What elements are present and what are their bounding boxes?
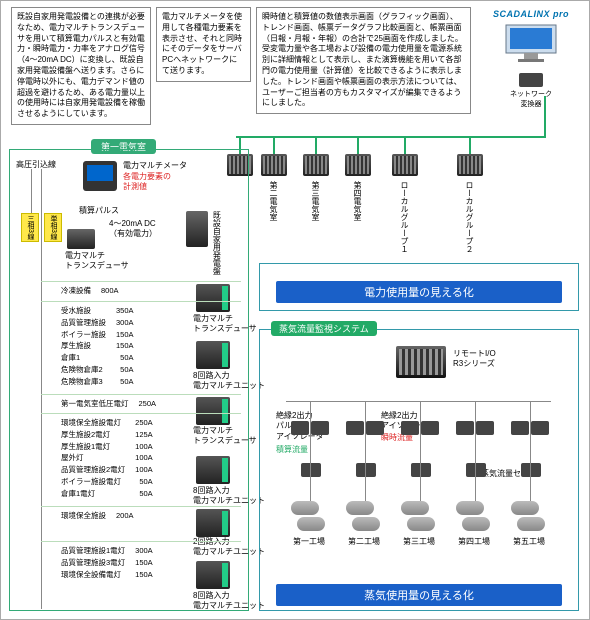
rack-icon xyxy=(303,154,329,176)
rack-icon xyxy=(392,154,418,176)
power-meter-icon xyxy=(83,161,117,191)
isolator-icon xyxy=(366,421,384,435)
bus-drop xyxy=(357,136,359,154)
multiunit-icon xyxy=(196,456,230,484)
factory-label: 第三工場 xyxy=(403,536,435,547)
rack-label-4: ローカルグループ１ xyxy=(399,181,410,253)
multiunit-icon xyxy=(196,561,230,589)
topbox-1: 既設自家用発電設備との連携が必要なため、電力マルチトランスデューサを用いて積算電… xyxy=(11,7,151,125)
circuit-row: 冷凍設備800A xyxy=(59,284,121,298)
accum-flow-label: 積算流量 xyxy=(276,445,308,455)
phase-label-2: 単相3線 xyxy=(44,213,62,242)
multiunit-label: 8回路入力 電力マルチユニット xyxy=(193,371,265,392)
wire xyxy=(365,401,366,501)
remote-io-label: リモートI/O R3シリーズ xyxy=(453,349,496,370)
tank-icon xyxy=(401,501,429,515)
factory-label: 第一工場 xyxy=(293,536,325,547)
multitrans-label: 電力マルチ トランスデューサ xyxy=(193,314,257,335)
multiunit-icon xyxy=(196,341,230,369)
rack-icon xyxy=(261,154,287,176)
factory-label: 第五工場 xyxy=(513,536,545,547)
remote-io-icon xyxy=(396,346,446,378)
circuit-table-g5: 品質管理施設1電灯300A品質管理施設3電灯150A環境保全設備電灯150A xyxy=(59,544,155,581)
scada-label: SCADALINX pro xyxy=(481,9,581,19)
steam-bus xyxy=(286,401,551,402)
net-converter-label: ネットワーク 変換器 xyxy=(481,89,581,109)
transducer-label: 電力マルチ トランスデューサ xyxy=(65,251,129,272)
topbox-2: 電力マルチメータを使用して各種電力要素を表示させ、それと同時にそのデータをサーバ… xyxy=(156,7,251,82)
multiunit-label: 8回路入力 電力マルチユニット xyxy=(193,591,265,612)
monitor-icon xyxy=(504,23,558,63)
multiunit-label: 8回路入力 電力マルチユニット xyxy=(193,486,265,507)
rack-label-3: 第四電気室 xyxy=(352,181,363,221)
flow-sensor-icon xyxy=(411,463,431,477)
tank-icon xyxy=(291,501,319,515)
flow-sensor-icon xyxy=(356,463,376,477)
bus-uplink xyxy=(544,96,546,136)
tank-icon xyxy=(456,501,484,515)
isolator-icon xyxy=(511,421,529,435)
net-converter-icon xyxy=(519,73,543,87)
rack-label-1: 第二電気室 xyxy=(268,181,279,221)
circuit-table-g3: 環境保全施設電灯250A厚生施設2電灯125A厚生施設1電灯100A屋外灯100… xyxy=(59,416,155,500)
tank-icon xyxy=(346,501,374,515)
bus-drop xyxy=(469,136,471,154)
power-bluebar: 電力使用量の見える化 xyxy=(276,281,562,303)
isolator-icon xyxy=(311,421,329,435)
meter-sub: 各電力要素の 計測値 xyxy=(123,172,171,193)
multitrans-label: 電力マルチ トランスデューサ xyxy=(193,426,257,447)
genset-panel-icon xyxy=(186,211,208,247)
topbox-3: 瞬時値と積算値の数値表示画面（グラフィック画面）、トレンド画面、帳票データグラフ… xyxy=(256,7,471,114)
rack-label-5: ローカルグループ２ xyxy=(464,181,475,253)
bus-drop xyxy=(273,136,275,154)
circuit-table-g1: 受水施設350A品質管理施設300Aボイラー施設150A厚生施設150A倉庫15… xyxy=(59,304,136,388)
network-bus xyxy=(236,136,546,138)
circuit-row: 環境保全施設200A xyxy=(59,509,136,523)
tank-icon xyxy=(462,517,490,531)
scada-area: SCADALINX pro ネットワーク 変換器 xyxy=(481,9,581,109)
flow-sensor-icon xyxy=(301,463,321,477)
wire xyxy=(41,169,42,609)
flow-sensor-icon xyxy=(521,463,541,477)
isolator-icon xyxy=(476,421,494,435)
tank-icon xyxy=(352,517,380,531)
tank-icon xyxy=(407,517,435,531)
rack-label-2: 第三電気室 xyxy=(310,181,321,221)
isolator-icon xyxy=(421,421,439,435)
pulse-label: 積算パルス xyxy=(79,206,119,216)
tank-icon xyxy=(511,501,539,515)
meter-label: 電力マルチメータ xyxy=(123,161,187,171)
rack-icon xyxy=(457,154,483,176)
signal-label: 4〜20mA DC （有効電力） xyxy=(109,219,157,240)
bus-drop xyxy=(315,136,317,154)
tank-icon xyxy=(517,517,545,531)
tank-icon xyxy=(297,517,325,531)
isolator-icon xyxy=(531,421,549,435)
isolator-icon xyxy=(291,421,309,435)
flow-sensor-icon xyxy=(466,463,486,477)
steam-header: 蒸気流量監視システム xyxy=(271,321,377,336)
circuit-row: 第一電気室低圧電灯250A xyxy=(59,397,158,411)
hv-line-label: 高圧引込線 xyxy=(16,159,56,170)
genset-label: 既設自家用発電盤 xyxy=(211,211,221,275)
wire xyxy=(310,401,311,501)
factory-label: 第二工場 xyxy=(348,536,380,547)
isolator-icon xyxy=(346,421,364,435)
wire xyxy=(530,401,531,501)
multitrans-icon xyxy=(196,284,230,312)
multiunit-icon xyxy=(196,509,230,537)
bus-drop xyxy=(404,136,406,154)
steam-bluebar: 蒸気使用量の見える化 xyxy=(276,584,562,606)
wire xyxy=(420,401,421,501)
factory-label: 第四工場 xyxy=(458,536,490,547)
isolator-icon xyxy=(401,421,419,435)
diagram-canvas: 既設自家用発電設備との連携が必要なため、電力マルチトランスデューサを用いて積算電… xyxy=(0,0,590,620)
phase-label-1: 三相3線 xyxy=(21,213,39,242)
transducer-icon xyxy=(67,229,95,249)
wire xyxy=(475,401,476,501)
multitrans-icon xyxy=(196,397,230,425)
rack-icon xyxy=(345,154,371,176)
isolator-icon xyxy=(456,421,474,435)
